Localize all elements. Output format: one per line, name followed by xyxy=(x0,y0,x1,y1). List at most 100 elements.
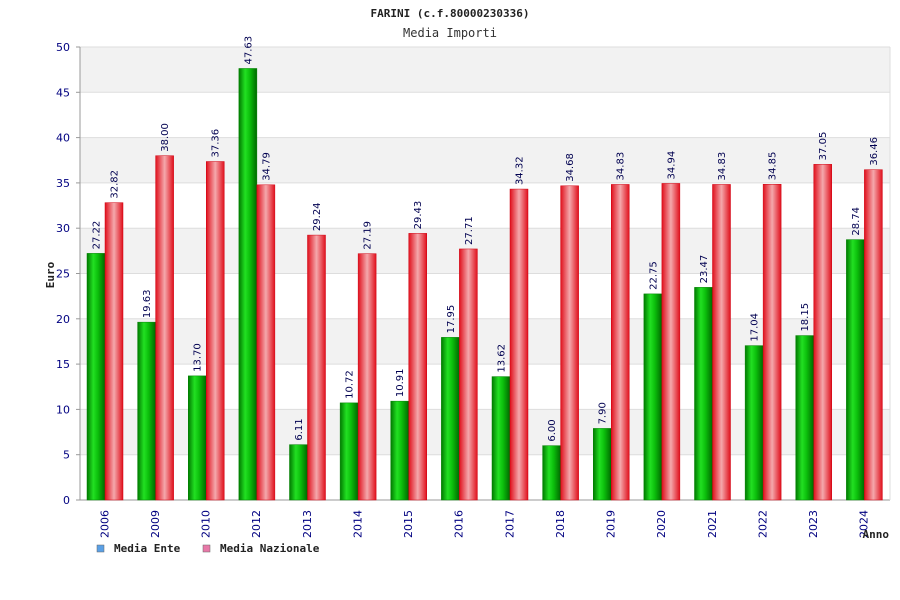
x-tick-label: 2010 xyxy=(200,510,213,538)
x-tick-label: 2012 xyxy=(250,510,263,538)
bar-media-nazionale-2012 xyxy=(256,184,276,501)
x-tick-label: 2020 xyxy=(655,510,668,538)
data-label: 36.46 xyxy=(869,137,880,166)
data-label: 7.90 xyxy=(598,402,609,424)
bar-media-ente-2016 xyxy=(441,337,460,501)
data-label: 27.22 xyxy=(92,221,103,250)
y-tick-label: 10 xyxy=(56,403,70,416)
data-label: 34.83 xyxy=(616,152,627,181)
bars: 27.22 32.82 19.63 38.00 13.70 37.36 47.63 34.79… xyxy=(86,36,883,501)
y-tick-label: 35 xyxy=(56,177,70,190)
data-label: 29.24 xyxy=(312,202,323,231)
data-label: 29.43 xyxy=(413,201,424,230)
bar-media-nazionale-2010 xyxy=(206,161,225,501)
y-tick-label: 50 xyxy=(56,41,70,54)
x-axis-ticks: 2006 2009 2010 2012 2013 2014 2015 2016 2017 2018… xyxy=(98,510,870,538)
y-tick-label: 30 xyxy=(56,222,70,235)
bar-media-ente-2009 xyxy=(137,321,156,501)
bar-media-ente-2013 xyxy=(289,444,308,501)
bar-media-nazionale-2022 xyxy=(762,184,782,501)
data-label: 19.63 xyxy=(142,290,153,319)
bar-media-nazionale-2018 xyxy=(560,185,579,501)
x-tick-label: 2006 xyxy=(98,510,111,538)
bar-media-ente-2021 xyxy=(694,287,713,501)
bar-media-nazionale-2024 xyxy=(864,169,883,501)
data-label: 17.95 xyxy=(446,305,457,334)
bar-media-ente-2012 xyxy=(238,68,258,501)
bar-media-nazionale-2017 xyxy=(509,188,529,501)
y-tick-label: 20 xyxy=(56,313,70,326)
x-tick-label: 2013 xyxy=(301,510,314,538)
data-label: 34.83 xyxy=(717,152,728,181)
bar-media-ente-2015 xyxy=(390,400,409,501)
data-label: 34.32 xyxy=(515,156,526,185)
x-tick-label: 2018 xyxy=(554,510,567,538)
x-tick-label: 2009 xyxy=(149,510,162,538)
bar-media-nazionale-2014 xyxy=(357,253,377,501)
legend-label-media-ente: Media Ente xyxy=(114,542,181,555)
data-label: 27.71 xyxy=(464,216,475,245)
data-label: 32.82 xyxy=(110,170,121,199)
bar-media-nazionale-2013 xyxy=(307,234,326,501)
data-label: 37.05 xyxy=(818,132,829,161)
bar-media-ente-2010 xyxy=(188,375,207,501)
x-tick-label: 2022 xyxy=(756,510,769,538)
data-label: 34.79 xyxy=(261,152,272,181)
data-label: 28.74 xyxy=(851,207,862,236)
data-label: 34.94 xyxy=(666,151,677,180)
bar-media-nazionale-2020 xyxy=(661,183,681,501)
bar-media-ente-2024 xyxy=(846,239,865,501)
bar-media-nazionale-2006 xyxy=(104,202,124,501)
data-label: 17.04 xyxy=(750,313,761,342)
data-label: 13.70 xyxy=(193,343,204,372)
chart-title: FARINI (c.f.80000230336) xyxy=(371,7,530,20)
legend: Media Ente Media Nazionale xyxy=(96,542,320,555)
data-label: 34.68 xyxy=(565,153,576,182)
bar-media-ente-2020 xyxy=(643,293,663,501)
legend-swatch-media-ente xyxy=(96,544,105,553)
x-tick-label: 2021 xyxy=(706,510,719,538)
x-tick-label: 2023 xyxy=(807,510,820,538)
y-tick-label: 15 xyxy=(56,358,70,371)
data-label: 18.15 xyxy=(800,303,811,332)
x-tick-label: 2024 xyxy=(858,510,871,538)
data-label: 6.00 xyxy=(547,419,558,441)
bar-media-ente-2022 xyxy=(744,345,764,501)
bar-media-ente-2018 xyxy=(542,445,561,501)
y-tick-label: 25 xyxy=(56,268,70,281)
y-tick-label: 45 xyxy=(56,86,70,99)
chart-subtitle: Media Importi xyxy=(403,26,497,40)
bar-media-nazionale-2021 xyxy=(712,184,731,501)
data-label: 6.11 xyxy=(294,418,305,440)
legend-swatch-media-nazionale xyxy=(202,544,211,553)
x-tick-label: 2016 xyxy=(453,510,466,538)
data-label: 47.63 xyxy=(243,36,254,65)
bar-media-nazionale-2016 xyxy=(459,248,478,501)
legend-label-media-nazionale: Media Nazionale xyxy=(220,542,320,555)
x-tick-label: 2019 xyxy=(605,510,618,538)
x-tick-label: 2014 xyxy=(351,510,364,538)
data-label: 38.00 xyxy=(160,123,171,152)
data-label: 22.75 xyxy=(648,261,659,290)
data-label: 13.62 xyxy=(497,344,508,373)
y-tick-label: 0 xyxy=(63,494,70,507)
data-label: 27.19 xyxy=(363,221,374,250)
x-tick-label: 2015 xyxy=(402,510,415,538)
y-axis-label: Euro xyxy=(44,261,57,288)
data-label: 34.85 xyxy=(768,152,779,181)
bar-media-nazionale-2015 xyxy=(408,233,427,501)
bar-media-ente-2023 xyxy=(795,335,814,501)
bar-media-nazionale-2023 xyxy=(813,164,832,501)
plot-band xyxy=(80,47,890,93)
x-axis-label: Anno xyxy=(863,528,890,541)
bar-media-ente-2017 xyxy=(491,376,511,501)
y-tick-label: 40 xyxy=(56,132,70,145)
bar-media-nazionale-2009 xyxy=(155,155,174,501)
data-label: 23.47 xyxy=(699,255,710,284)
data-label: 10.91 xyxy=(395,369,406,398)
data-label: 37.36 xyxy=(211,129,222,158)
bar-media-ente-2014 xyxy=(339,402,359,501)
data-label: 10.72 xyxy=(345,370,356,399)
bar-media-ente-2019 xyxy=(593,428,612,501)
